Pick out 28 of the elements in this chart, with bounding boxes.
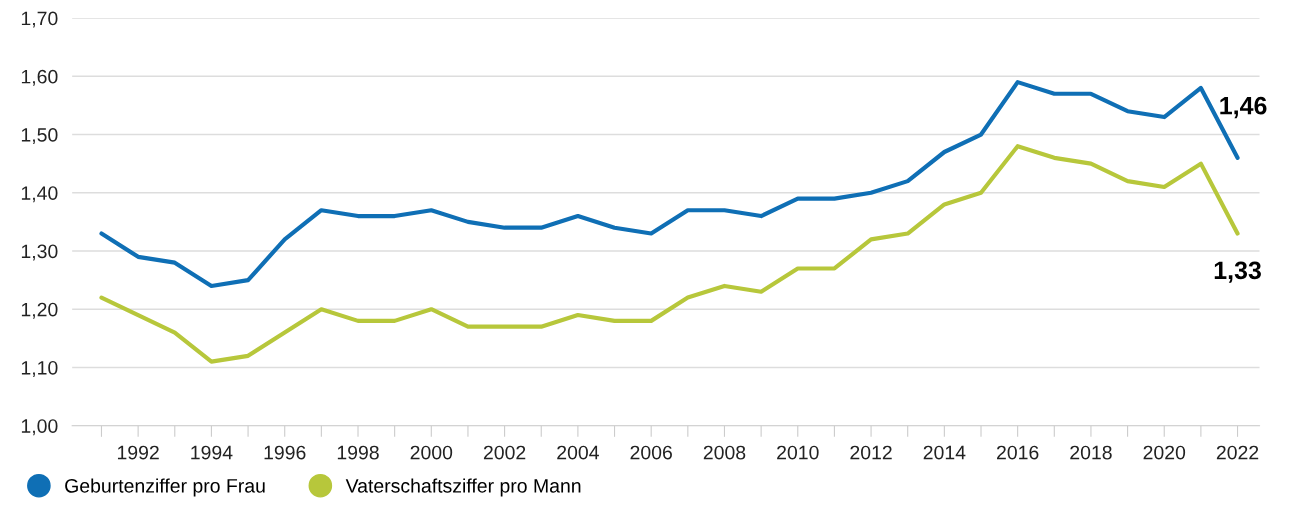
x-tick-label: 2016 (997, 445, 1039, 460)
x-tick-label: 1996 (264, 445, 306, 460)
y-tick-label: 1,60 (21, 69, 58, 86)
x-tick-label: 2018 (1070, 445, 1112, 460)
x-tick-label: 2014 (923, 445, 966, 460)
x-tick-label: 2020 (1143, 445, 1186, 460)
legend-label: Vaterschaftsziffer pro Mann (345, 478, 581, 497)
x-tick-label: 2006 (630, 445, 672, 460)
y-tick-label: 1,30 (21, 244, 58, 261)
x-tick-label: 1998 (337, 445, 379, 460)
legend-label: Geburtenziffer pro Frau (65, 478, 265, 497)
x-tick-label: 2004 (557, 445, 599, 460)
x-tick-label: 1994 (191, 445, 233, 460)
y-tick-label: 1,10 (21, 360, 58, 377)
x-tick-label: 2010 (777, 445, 819, 460)
y-tick-label: 1,20 (21, 302, 58, 319)
x-tick-label: 2022 (1216, 445, 1259, 460)
x-tick-label: 2008 (703, 445, 746, 460)
x-tick-label: 1992 (117, 445, 159, 460)
x-tick-label: 2002 (483, 445, 526, 460)
x-tick-label: 2012 (850, 445, 892, 460)
annotation: 1,46 (1220, 96, 1267, 119)
y-tick-label: 1,40 (21, 186, 58, 203)
y-tick-label: 1,50 (21, 128, 58, 145)
y-tick-label: 1,00 (21, 419, 58, 436)
annotation: 1,33 (1214, 261, 1261, 283)
x-tick-label: 2000 (410, 445, 453, 460)
y-tick-label: 1,70 (21, 11, 58, 28)
